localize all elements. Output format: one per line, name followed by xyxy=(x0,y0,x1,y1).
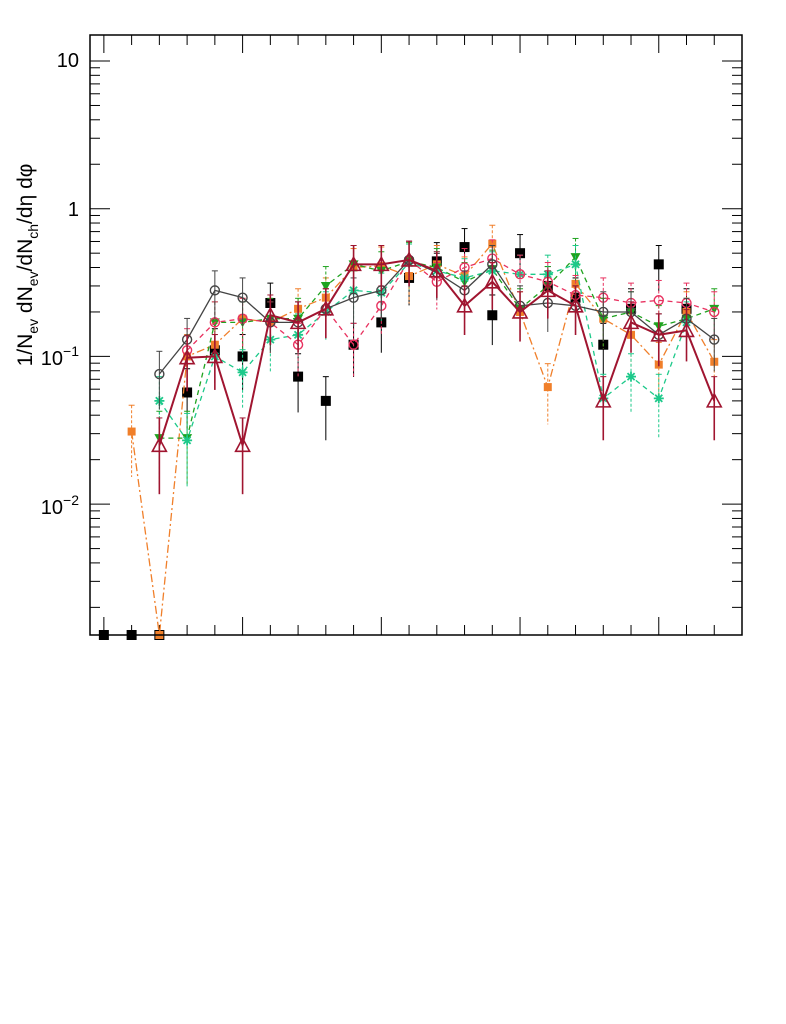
y-tick-labels: 10 1 10−1 10−2 xyxy=(41,50,79,519)
darkred-triangles-point xyxy=(622,313,640,330)
black-squares-point xyxy=(515,248,526,259)
black-squares-point xyxy=(487,310,498,321)
series-darkred-triangles xyxy=(151,240,723,495)
darkred-triangles-point xyxy=(400,251,418,267)
pink-circles-point xyxy=(709,306,720,318)
orange-squares-point xyxy=(488,239,497,248)
green-triangles-line xyxy=(159,255,715,439)
teal-stars-point xyxy=(237,367,248,378)
gray-circles-point xyxy=(209,285,221,296)
orange-squares-line xyxy=(130,242,715,636)
black-squares-point xyxy=(293,371,304,382)
y-axis-label: 1/Nev dNev/dNch/dη dφ xyxy=(14,164,41,367)
pink-circles-point xyxy=(514,269,526,280)
darkred-triangles-point xyxy=(539,281,557,298)
orange-squares-point xyxy=(127,427,136,436)
plot-frame xyxy=(89,34,743,636)
darkred-triangles-point xyxy=(151,436,168,453)
darkred-triangles-point xyxy=(372,255,390,272)
black-squares-point xyxy=(320,395,331,406)
teal-stars-point xyxy=(626,371,636,382)
darkred-triangles-point xyxy=(317,300,335,316)
orange-squares-point xyxy=(571,279,580,288)
y-tick-label-0-1: 10−1 xyxy=(41,343,79,370)
darkred-triangles-point xyxy=(456,297,473,313)
pink-circles-point xyxy=(348,339,359,350)
teal-stars-line xyxy=(158,262,688,442)
darkred-triangles-point xyxy=(594,392,612,408)
darkred-triangles-point xyxy=(678,321,695,338)
pink-circles-point xyxy=(653,295,664,306)
y-tick-label-10: 10 xyxy=(57,50,79,72)
darkred-triangles-point xyxy=(178,349,196,365)
y-tick-label-1: 1 xyxy=(68,199,79,221)
black-squares-point xyxy=(653,259,664,270)
darkred-triangles-point xyxy=(289,313,307,330)
darkred-triangles-point xyxy=(705,392,723,408)
darkred-triangles-point xyxy=(567,297,584,313)
gray-circles-point xyxy=(709,334,720,345)
data-series xyxy=(98,224,723,640)
darkred-triangles-point xyxy=(483,273,501,289)
teal-stars-point xyxy=(182,435,193,446)
gray-circles-point xyxy=(154,368,165,380)
black-squares-point xyxy=(182,387,193,398)
green-triangles-point xyxy=(320,281,331,291)
gray-circles-point xyxy=(237,292,248,303)
darkred-triangles-point xyxy=(345,255,362,272)
gray-circles-point xyxy=(348,292,359,303)
orange-squares-point xyxy=(543,383,552,392)
darkred-triangles-point xyxy=(650,326,668,342)
darkred-triangles-point xyxy=(234,436,251,453)
gray-circles-point xyxy=(598,306,609,318)
teal-stars-point xyxy=(570,259,581,270)
darkred-triangles-point xyxy=(428,262,446,278)
darkred-triangles-point xyxy=(511,303,529,319)
black-squares-point xyxy=(459,242,470,253)
y-tick-label-0-01: 10−2 xyxy=(41,492,79,519)
darkred-triangles-point xyxy=(206,347,224,364)
darkred-triangles-point xyxy=(262,306,279,323)
teal-stars-point xyxy=(653,393,664,404)
